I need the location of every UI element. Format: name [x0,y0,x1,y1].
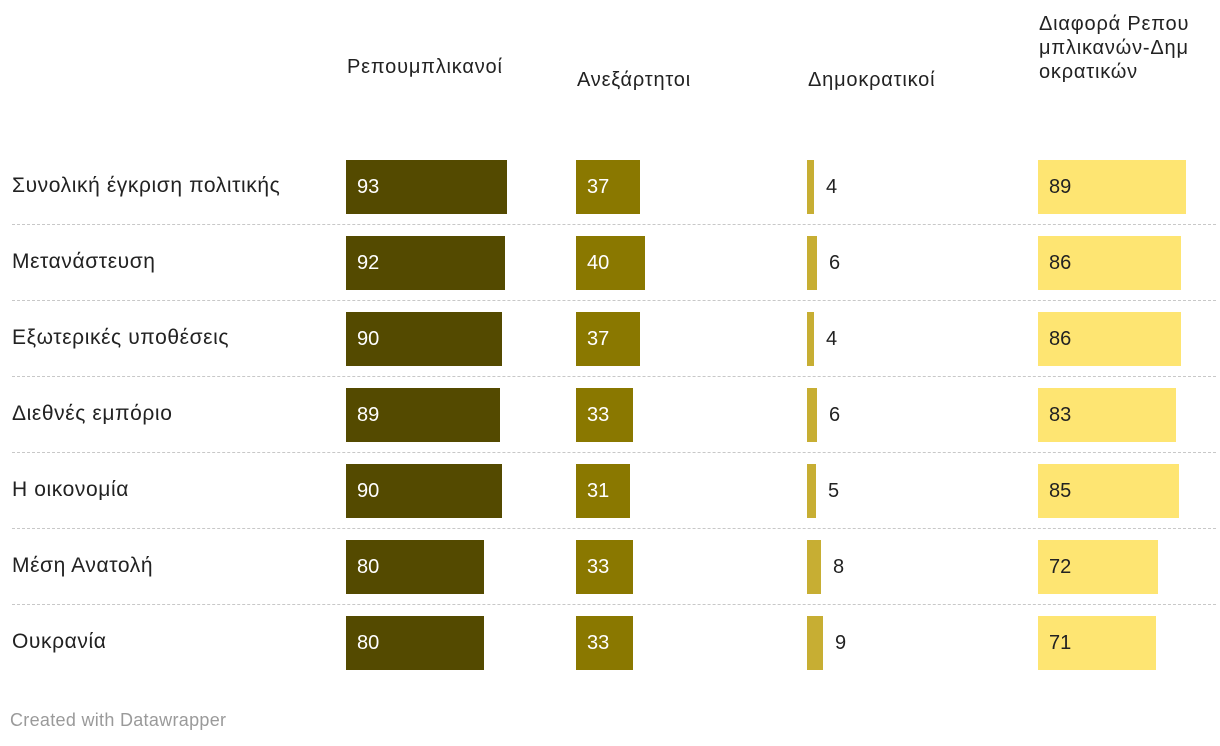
value-label: 80 [357,632,380,654]
value-label: 4 [826,328,838,350]
value-label: 5 [828,480,840,502]
value-bar [576,616,633,670]
table-row: Η οικονομία 90 31 5 85 [0,452,1220,528]
column-header: Ρεπουμπλικανοί [347,56,503,78]
value-label: 72 [1049,556,1072,578]
row-label: Μέση Ανατολή [12,554,154,577]
value-bar [807,388,817,442]
value-label: 89 [1049,176,1072,198]
value-bar [1038,540,1158,594]
table-row: Μετανάστευση 92 40 6 86 [0,224,1220,300]
value-bar [807,236,817,290]
table-row: Ουκρανία 80 33 9 71 [0,604,1220,680]
value-bar [1038,160,1186,214]
row-divider [12,604,1216,605]
value-label: 33 [587,632,610,654]
value-bar [807,616,823,670]
value-label: 37 [587,176,610,198]
value-label: 71 [1049,632,1072,654]
value-label: 6 [829,404,841,426]
row-label: Μετανάστευση [12,250,156,273]
value-bar [1038,388,1176,442]
value-label: 90 [357,480,380,502]
value-bar [346,616,484,670]
column-header: Δημοκρατικοί [808,69,936,91]
value-label: 90 [357,328,380,350]
value-bar [346,464,502,518]
value-bar [346,236,505,290]
column-header: Ανεξάρτητοι [577,69,691,91]
value-bar [807,160,814,214]
value-label: 6 [829,252,841,274]
row-label: Διεθνές εμπόριο [12,402,173,425]
value-bar [807,464,816,518]
value-label: 33 [587,404,610,426]
value-bar [346,388,500,442]
row-label: Εξωτερικές υποθέσεις [12,326,230,349]
value-label: 37 [587,328,610,350]
value-label: 93 [357,176,380,198]
value-bar [346,160,507,214]
value-label: 89 [357,404,380,426]
column-headers: Ρεπουμπλικανοί Ανεξάρτητοι Δημοκρατικοί Δια… [0,0,1220,150]
row-divider [12,224,1216,225]
value-label: 86 [1049,252,1072,274]
value-bar [1038,464,1179,518]
value-bar [346,540,484,594]
value-label: 4 [826,176,838,198]
table-row: Διεθνές εμπόριο 89 33 6 83 [0,376,1220,452]
value-bar [576,312,640,366]
column-header: Διαφορά Ρεπουμπλικανών-Δημοκρατικών [1039,13,1190,83]
value-bar [1038,616,1156,670]
value-bar [576,160,640,214]
value-label: 92 [357,252,380,274]
table-row: Συνολική έγκριση πολιτικής 93 37 4 89 [0,148,1220,224]
value-label: 33 [587,556,610,578]
row-divider [12,528,1216,529]
value-label: 86 [1049,328,1072,350]
value-label: 8 [833,556,845,578]
row-divider [12,452,1216,453]
value-label: 85 [1049,480,1072,502]
row-divider [12,300,1216,301]
credit-footer: Created with Datawrapper [10,710,227,730]
row-label: Συνολική έγκριση πολιτικής [12,174,281,197]
table-row: Εξωτερικές υποθέσεις 90 37 4 86 [0,300,1220,376]
value-bar [576,236,645,290]
value-label: 31 [587,480,610,502]
value-bar [807,540,821,594]
value-bar [576,540,633,594]
value-bar [1038,236,1181,290]
value-label: 80 [357,556,380,578]
table-row: Μέση Ανατολή 80 33 8 72 [0,528,1220,604]
row-label: Ουκρανία [12,630,107,653]
value-label: 40 [587,252,610,274]
value-label: 83 [1049,404,1072,426]
value-bar [576,388,633,442]
row-divider [12,376,1216,377]
row-label: Η οικονομία [12,478,129,501]
value-label: 9 [835,632,847,654]
value-bar [576,464,630,518]
value-bar [1038,312,1181,366]
value-bar [346,312,502,366]
value-bar [807,312,814,366]
